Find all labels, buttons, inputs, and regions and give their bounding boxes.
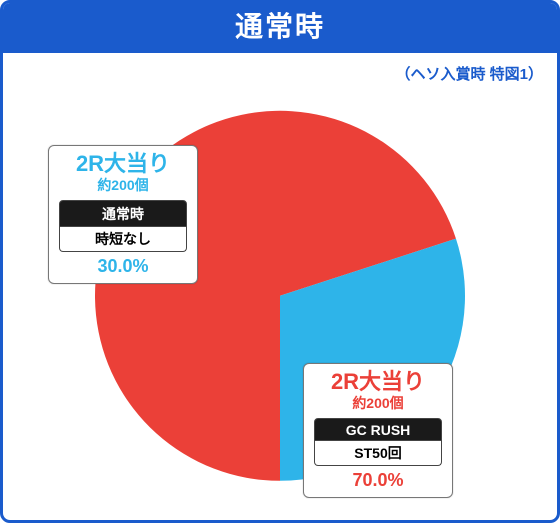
callout-pct: 70.0%	[314, 470, 442, 491]
chart-area: 2R大当り 約200個 通常時 時短なし 30.0% 2R大当り 約200個 G…	[3, 55, 557, 520]
callout-red: 2R大当り 約200個 GC RUSH ST50回 70.0%	[303, 363, 453, 498]
header-title: 通常時	[235, 11, 325, 42]
callout-row1: GC RUSH	[314, 418, 442, 441]
callout-pct: 30.0%	[59, 256, 187, 277]
callout-blue: 2R大当り 約200個 通常時 時短なし 30.0%	[48, 145, 198, 284]
callout-title: 2R大当り	[314, 370, 442, 394]
callout-subtitle: 約200個	[59, 175, 187, 195]
callout-subtitle: 約200個	[314, 393, 442, 413]
header-bar: 通常時	[3, 3, 557, 53]
callout-row2: ST50回	[314, 441, 442, 466]
callout-title: 2R大当り	[59, 152, 187, 176]
callout-row2: 時短なし	[59, 227, 187, 252]
chart-frame: 通常時 （ヘソ入賞時 特図1） 2R大当り 約200個 通常時 時短なし 30.…	[0, 0, 560, 523]
callout-row1: 通常時	[59, 200, 187, 227]
